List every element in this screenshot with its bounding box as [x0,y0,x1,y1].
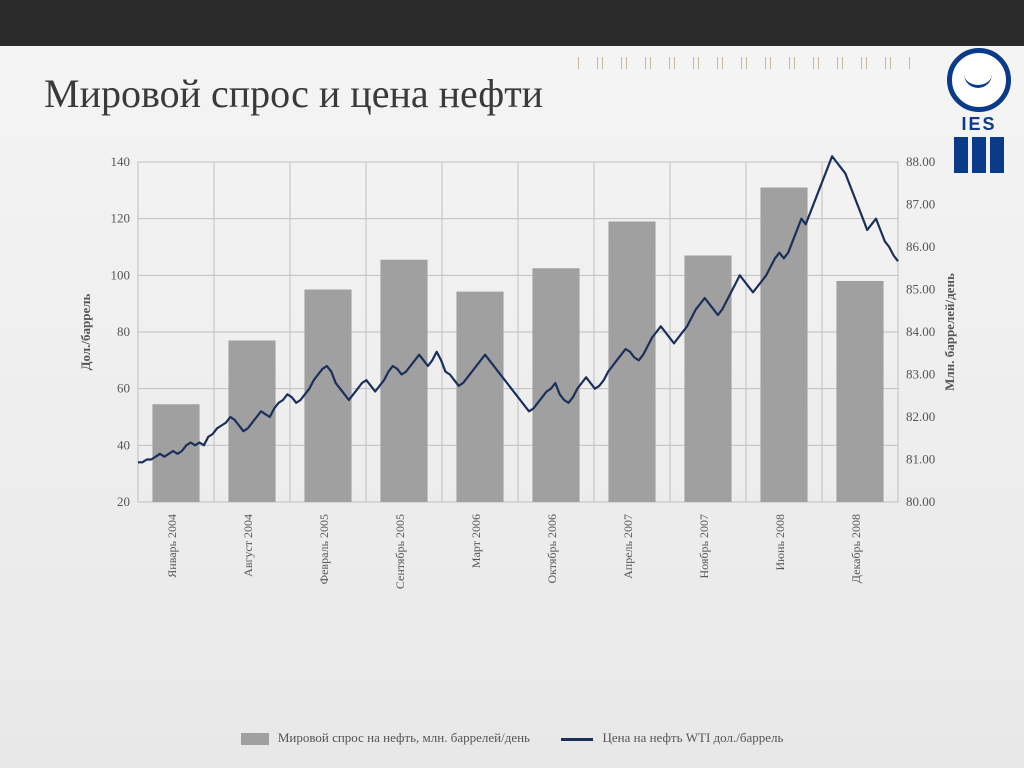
legend-bar-swatch [241,733,269,745]
svg-text:82.00: 82.00 [906,409,935,424]
svg-text:81.00: 81.00 [906,452,935,467]
svg-text:88.00: 88.00 [906,154,935,169]
svg-text:140: 140 [111,154,131,169]
decorative-dashes [578,56,938,70]
svg-text:20: 20 [117,494,130,509]
slide-title: Мировой спрос и цена нефти [44,70,543,117]
svg-text:Апрель 2007: Апрель 2007 [621,514,635,579]
chart: 20 40 60 80 100 120 140 80.00 81.00 82.00 83.00 84.… [60,142,970,682]
svg-text:120: 120 [111,211,131,226]
slide: IES Мировой спрос и цена нефти 20 40 60 80 1… [0,0,1024,768]
legend: Мировой спрос на нефть, млн. баррелей/де… [0,730,1024,746]
svg-text:Февраль 2005: Февраль 2005 [317,514,331,584]
svg-text:Сентябрь 2005: Сентябрь 2005 [393,514,407,589]
svg-text:85.00: 85.00 [906,282,935,297]
svg-text:84.00: 84.00 [906,324,935,339]
svg-text:83.00: 83.00 [906,367,935,382]
svg-text:Октябрь 2006: Октябрь 2006 [545,514,559,584]
legend-line-label: Цена на нефть WTI дол./баррель [602,730,783,745]
svg-text:Март 2006: Март 2006 [469,514,483,568]
svg-text:Млн. баррелей/день: Млн. баррелей/день [942,273,957,391]
logo-text: IES [940,114,1018,135]
svg-text:Дол./баррель: Дол./баррель [78,293,93,370]
logo-circle-icon [947,48,1011,112]
svg-text:100: 100 [111,267,131,282]
svg-text:Август 2004: Август 2004 [241,514,255,577]
legend-bar-label: Мировой спрос на нефть, млн. баррелей/де… [278,730,530,745]
svg-text:Декабрь 2008: Декабрь 2008 [849,514,863,583]
svg-text:Июнь 2008: Июнь 2008 [773,514,787,571]
svg-text:80: 80 [117,324,130,339]
svg-text:80.00: 80.00 [906,494,935,509]
chart-svg: 20 40 60 80 100 120 140 80.00 81.00 82.00 83.00 84.… [60,142,970,682]
svg-text:40: 40 [117,437,130,452]
top-bar [0,0,1024,46]
svg-text:86.00: 86.00 [906,239,935,254]
legend-line-swatch [561,738,593,741]
svg-text:60: 60 [117,381,130,396]
svg-text:87.00: 87.00 [906,197,935,212]
svg-text:Ноябрь 2007: Ноябрь 2007 [697,514,711,579]
svg-text:Январь 2004: Январь 2004 [165,514,179,578]
